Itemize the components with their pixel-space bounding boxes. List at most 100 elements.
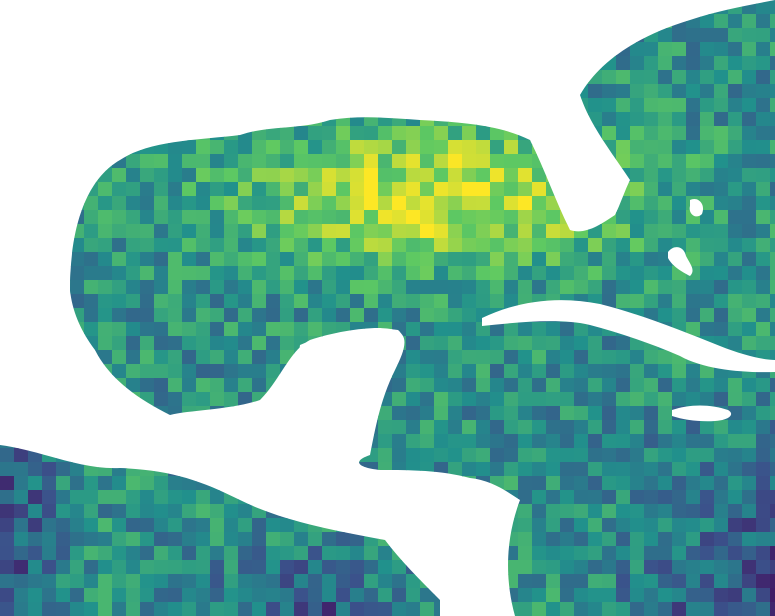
heat-cell	[196, 560, 211, 575]
heat-cell	[714, 84, 729, 99]
heat-cell	[280, 546, 295, 561]
heat-cell	[28, 280, 43, 295]
heat-cell	[406, 294, 421, 309]
heat-cell	[14, 238, 29, 253]
heat-cell	[756, 532, 771, 547]
heat-cell	[322, 56, 337, 71]
heat-cell	[420, 168, 435, 183]
heat-cell	[364, 476, 379, 491]
heat-cell	[224, 140, 239, 155]
heat-cell	[546, 504, 561, 519]
heat-cell	[630, 210, 645, 225]
heat-cell	[770, 518, 775, 533]
heat-cell	[476, 224, 491, 239]
heat-cell	[546, 266, 561, 281]
heat-cell	[770, 182, 775, 197]
heat-cell	[448, 126, 463, 141]
heat-cell	[112, 336, 127, 351]
heat-cell	[700, 560, 715, 575]
heat-cell	[518, 0, 533, 15]
heat-cell	[490, 504, 505, 519]
heat-cell	[588, 238, 603, 253]
heat-cell	[252, 0, 267, 15]
heat-cell	[476, 168, 491, 183]
heat-cell	[686, 308, 701, 323]
heat-cell	[490, 420, 505, 435]
heat-cell	[630, 504, 645, 519]
heat-cell	[574, 168, 589, 183]
heat-cell	[602, 0, 617, 15]
heat-cell	[462, 532, 477, 547]
heat-cell	[350, 98, 365, 113]
heat-cell	[70, 98, 85, 113]
heat-cell	[532, 210, 547, 225]
heat-cell	[504, 182, 519, 197]
heat-cell	[168, 532, 183, 547]
heat-cell	[420, 392, 435, 407]
heat-cell	[168, 140, 183, 155]
heat-cell	[168, 476, 183, 491]
heat-cell	[210, 364, 225, 379]
heat-cell	[112, 0, 127, 15]
heat-cell	[434, 42, 449, 57]
heat-cell	[154, 406, 169, 421]
heat-cell	[140, 126, 155, 141]
heat-cell	[448, 434, 463, 449]
heat-cell	[490, 70, 505, 85]
heat-cell	[0, 252, 15, 267]
heat-cell	[140, 224, 155, 239]
heat-cell	[224, 420, 239, 435]
heat-cell	[756, 70, 771, 85]
heat-cell	[336, 434, 351, 449]
heat-cell	[0, 490, 15, 505]
heat-cell	[630, 532, 645, 547]
heat-cell	[98, 378, 113, 393]
heat-cell	[210, 476, 225, 491]
heat-cell	[532, 350, 547, 365]
heat-cell	[742, 490, 757, 505]
heat-cell	[504, 448, 519, 463]
heat-cell	[546, 126, 561, 141]
heat-cell	[406, 462, 421, 477]
heat-cell	[98, 140, 113, 155]
heat-cell	[252, 406, 267, 421]
heat-cell	[14, 350, 29, 365]
heat-cell	[210, 238, 225, 253]
heat-cell	[644, 378, 659, 393]
heat-cell	[42, 28, 57, 43]
heat-cell	[168, 434, 183, 449]
heat-cell	[84, 70, 99, 85]
heat-cell	[364, 294, 379, 309]
heat-cell	[196, 70, 211, 85]
heat-cell	[518, 406, 533, 421]
heat-cell	[14, 98, 29, 113]
heat-cell	[154, 602, 169, 616]
heat-cell	[546, 350, 561, 365]
heat-cell	[84, 462, 99, 477]
heat-cell	[490, 112, 505, 127]
heat-cell	[28, 308, 43, 323]
heat-cell	[126, 126, 141, 141]
heat-cell	[0, 168, 15, 183]
heat-cell	[70, 168, 85, 183]
heat-cell	[182, 378, 197, 393]
heat-cell	[686, 0, 701, 15]
heat-cell	[630, 266, 645, 281]
heat-cell	[14, 140, 29, 155]
heat-cell	[602, 70, 617, 85]
heat-cell	[756, 140, 771, 155]
heat-cell	[84, 392, 99, 407]
heat-cell	[504, 588, 519, 603]
heat-cell	[770, 532, 775, 547]
heat-cell	[546, 588, 561, 603]
heat-cell	[56, 238, 71, 253]
heat-cell	[462, 126, 477, 141]
heat-cell	[28, 490, 43, 505]
heat-cell	[336, 224, 351, 239]
heat-cell	[532, 378, 547, 393]
heat-cell	[56, 28, 71, 43]
heat-cell	[182, 280, 197, 295]
heat-cell	[168, 0, 183, 15]
heat-cell	[84, 546, 99, 561]
heat-cell	[252, 448, 267, 463]
